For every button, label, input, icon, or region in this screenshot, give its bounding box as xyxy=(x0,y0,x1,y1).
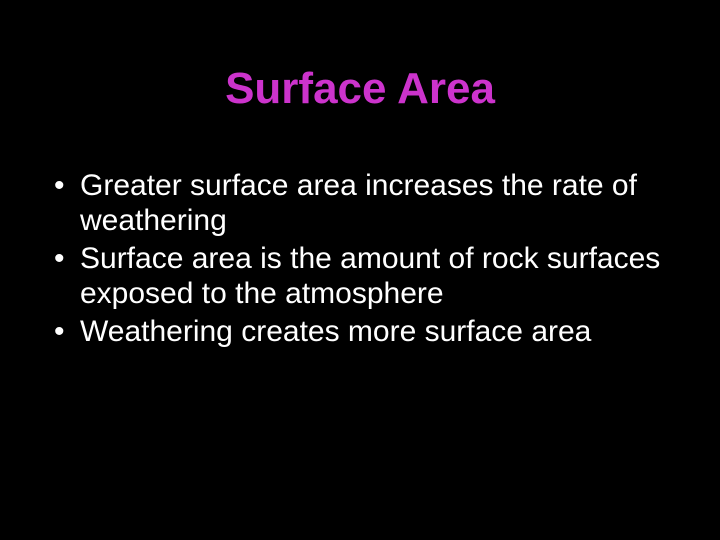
list-item: Greater surface area increases the rate … xyxy=(48,168,672,239)
slide-title: Surface Area xyxy=(0,64,720,114)
bullet-text: Greater surface area increases the rate … xyxy=(80,169,637,237)
bullet-list: Greater surface area increases the rate … xyxy=(48,168,672,351)
bullet-text: Surface area is the amount of rock surfa… xyxy=(80,242,660,310)
bullet-text: Weathering creates more surface area xyxy=(80,315,591,348)
list-item: Surface area is the amount of rock surfa… xyxy=(48,241,672,312)
list-item: Weathering creates more surface area xyxy=(48,314,672,349)
slide: Surface Area Greater surface area increa… xyxy=(0,0,720,540)
